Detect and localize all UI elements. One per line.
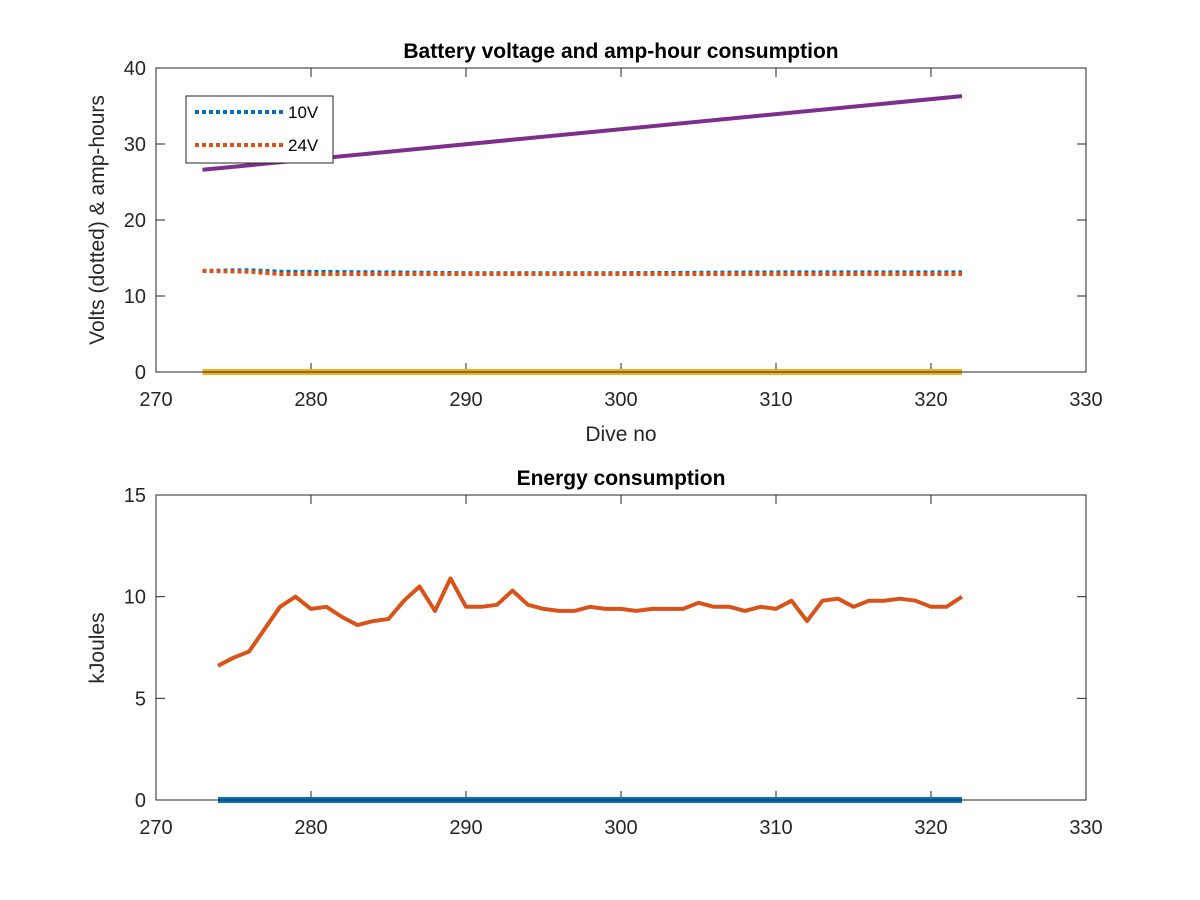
energy-chart-title: Energy consumption [517, 467, 726, 490]
battery-ytick-label: 20 [124, 210, 146, 232]
energy-xtick-label: 330 [1069, 817, 1102, 839]
energy-chart: Energy consumption kJoules 270 280 290 300 3… [86, 467, 1103, 839]
battery-chart-ticks: 270 280 290 300 310 320 330 0 10 20 30 40 [124, 58, 1103, 411]
energy-xtick-label: 280 [294, 817, 327, 839]
legend-label-10v: 10V [288, 103, 319, 122]
energy-series-line-1 [217, 576, 964, 668]
energy-ytick-label: 0 [135, 790, 146, 812]
energy-xtick-label: 320 [914, 817, 947, 839]
battery-chart-xlabel: Dive no [585, 423, 656, 446]
legend-label-24v: 24V [288, 136, 319, 155]
battery-chart-axes-box [155, 67, 1087, 373]
energy-ytick-label: 5 [135, 688, 146, 710]
legend-box [185, 95, 334, 164]
battery-xtick-label: 320 [914, 389, 947, 411]
battery-ytick-label: 40 [124, 58, 146, 80]
battery-ytick-label: 10 [124, 286, 146, 308]
energy-xtick-label: 300 [604, 817, 637, 839]
legend: 10V 24V [185, 95, 334, 164]
energy-chart-ticks: 270 280 290 300 310 320 330 0 5 10 15 [124, 485, 1103, 839]
battery-xtick-label: 330 [1069, 389, 1102, 411]
energy-chart-ylabel: kJoules [86, 612, 109, 683]
battery-chart-title: Battery voltage and amp-hour consumption [403, 40, 838, 63]
battery-ytick-label: 0 [135, 362, 146, 384]
battery-xtick-label: 310 [759, 389, 792, 411]
energy-ytick-label: 10 [124, 587, 146, 609]
energy-chart-axes-box [155, 494, 1087, 801]
battery-ytick-label: 30 [124, 134, 146, 156]
battery-chart: Battery voltage and amp-hour consumption… [86, 40, 1103, 446]
energy-xtick-label: 270 [139, 817, 172, 839]
energy-xtick-label: 310 [759, 817, 792, 839]
battery-series-24v [202, 268, 962, 276]
energy-xtick-label: 290 [449, 817, 482, 839]
energy-ytick-label: 15 [124, 485, 146, 507]
battery-xtick-label: 270 [139, 389, 172, 411]
battery-chart-ylabel: Volts (dotted) & amp-hours [86, 95, 109, 345]
battery-xtick-label: 280 [294, 389, 327, 411]
battery-xtick-label: 290 [449, 389, 482, 411]
battery-xtick-label: 300 [604, 389, 637, 411]
